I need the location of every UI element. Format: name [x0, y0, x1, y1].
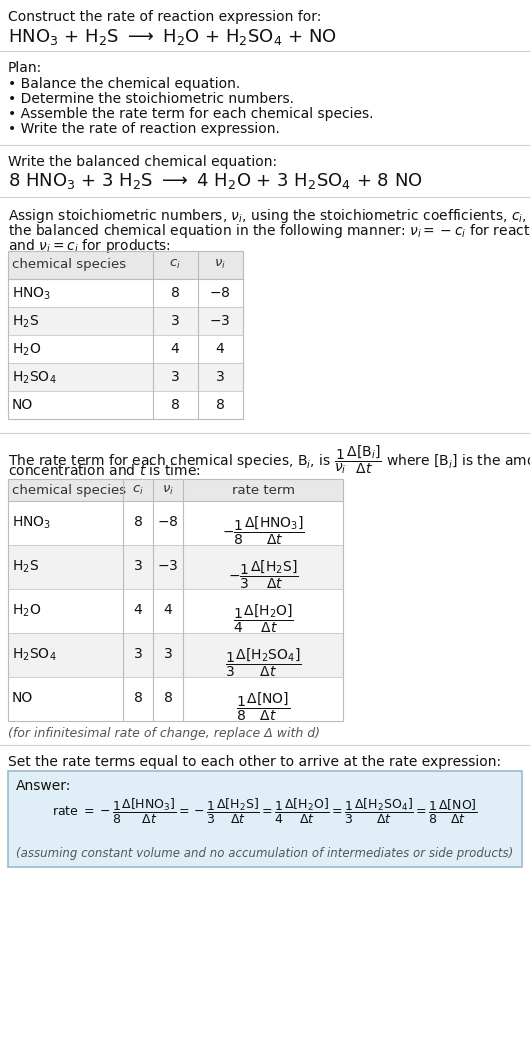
Text: H$_2$S: H$_2$S — [12, 559, 39, 575]
Text: 3: 3 — [134, 559, 143, 573]
Text: Plan:: Plan: — [8, 61, 42, 75]
Text: $-8$: $-8$ — [157, 515, 179, 529]
Text: HNO$_3$ + H$_2$S $\longrightarrow$ H$_2$O + H$_2$SO$_4$ + NO: HNO$_3$ + H$_2$S $\longrightarrow$ H$_2$… — [8, 27, 337, 47]
Bar — [8, 677, 343, 721]
Text: chemical species: chemical species — [12, 484, 126, 497]
Text: rate term: rate term — [232, 484, 295, 497]
Text: $\dfrac{1}{3}\dfrac{\Delta[\mathrm{H_2SO_4}]}{\Delta t}$: $\dfrac{1}{3}\dfrac{\Delta[\mathrm{H_2SO… — [225, 647, 301, 679]
Text: 8: 8 — [171, 286, 180, 300]
Text: rate $= -\dfrac{1}{8}\dfrac{\Delta[\mathrm{HNO_3}]}{\Delta t}= -\dfrac{1}{3}\dfr: rate $= -\dfrac{1}{8}\dfrac{\Delta[\math… — [52, 797, 478, 826]
Text: HNO$_3$: HNO$_3$ — [12, 286, 51, 302]
Text: $\nu_i$: $\nu_i$ — [162, 484, 174, 497]
Text: 8: 8 — [134, 515, 143, 529]
Text: $-3$: $-3$ — [157, 559, 179, 573]
Text: $-3$: $-3$ — [209, 314, 231, 328]
Text: 3: 3 — [171, 314, 179, 328]
Text: 4: 4 — [134, 602, 143, 617]
Text: the balanced chemical equation in the following manner: $\nu_i = -c_i$ for react: the balanced chemical equation in the fo… — [8, 222, 530, 240]
Text: H$_2$S: H$_2$S — [12, 314, 39, 331]
Bar — [8, 479, 343, 501]
Bar — [8, 251, 243, 279]
Text: 8: 8 — [216, 397, 224, 412]
Text: $-\dfrac{1}{8}\dfrac{\Delta[\mathrm{HNO_3}]}{\Delta t}$: $-\dfrac{1}{8}\dfrac{\Delta[\mathrm{HNO_… — [222, 515, 304, 547]
Bar — [8, 391, 243, 419]
Text: HNO$_3$: HNO$_3$ — [12, 515, 51, 531]
Text: and $\nu_i = c_i$ for products:: and $\nu_i = c_i$ for products: — [8, 237, 171, 255]
Text: Answer:: Answer: — [16, 779, 72, 793]
Text: H$_2$SO$_4$: H$_2$SO$_4$ — [12, 647, 57, 663]
Text: Assign stoichiometric numbers, $\nu_i$, using the stoichiometric coefficients, $: Assign stoichiometric numbers, $\nu_i$, … — [8, 207, 530, 225]
Bar — [8, 363, 243, 391]
Text: Write the balanced chemical equation:: Write the balanced chemical equation: — [8, 155, 277, 169]
Text: 8 HNO$_3$ + 3 H$_2$S $\longrightarrow$ 4 H$_2$O + 3 H$_2$SO$_4$ + 8 NO: 8 HNO$_3$ + 3 H$_2$S $\longrightarrow$ 4… — [8, 170, 423, 191]
Text: • Balance the chemical equation.: • Balance the chemical equation. — [8, 77, 240, 91]
Text: 4: 4 — [164, 602, 172, 617]
Bar — [8, 633, 343, 677]
Text: $\dfrac{1}{4}\dfrac{\Delta[\mathrm{H_2O}]}{\Delta t}$: $\dfrac{1}{4}\dfrac{\Delta[\mathrm{H_2O}… — [233, 602, 294, 635]
Text: • Determine the stoichiometric numbers.: • Determine the stoichiometric numbers. — [8, 92, 294, 106]
Text: $c_i$: $c_i$ — [169, 258, 181, 271]
Text: Construct the rate of reaction expression for:: Construct the rate of reaction expressio… — [8, 10, 321, 24]
Text: Set the rate terms equal to each other to arrive at the rate expression:: Set the rate terms equal to each other t… — [8, 755, 501, 769]
Text: H$_2$SO$_4$: H$_2$SO$_4$ — [12, 370, 57, 386]
Bar — [8, 251, 243, 419]
Bar — [8, 501, 343, 545]
Text: NO: NO — [12, 691, 33, 705]
Text: 3: 3 — [171, 370, 179, 384]
Text: 4: 4 — [216, 342, 224, 356]
Text: 8: 8 — [164, 691, 172, 705]
Text: 3: 3 — [134, 647, 143, 661]
Bar — [8, 335, 243, 363]
Text: concentration and $t$ is time:: concentration and $t$ is time: — [8, 463, 201, 478]
Bar — [8, 279, 243, 306]
Text: 3: 3 — [164, 647, 172, 661]
Text: (for infinitesimal rate of change, replace Δ with d): (for infinitesimal rate of change, repla… — [8, 727, 320, 740]
Text: 3: 3 — [216, 370, 224, 384]
Text: $-8$: $-8$ — [209, 286, 231, 300]
Text: 4: 4 — [171, 342, 179, 356]
Text: • Assemble the rate term for each chemical species.: • Assemble the rate term for each chemic… — [8, 107, 374, 121]
Text: NO: NO — [12, 397, 33, 412]
Text: H$_2$O: H$_2$O — [12, 342, 41, 359]
Bar — [8, 479, 343, 721]
Bar — [8, 589, 343, 633]
Text: $\dfrac{1}{8}\dfrac{\Delta[\mathrm{NO}]}{\Delta t}$: $\dfrac{1}{8}\dfrac{\Delta[\mathrm{NO}]}… — [236, 691, 290, 724]
Bar — [8, 771, 522, 867]
Text: $\nu_i$: $\nu_i$ — [214, 258, 226, 271]
Text: H$_2$O: H$_2$O — [12, 602, 41, 619]
Text: The rate term for each chemical species, B$_i$, is $\dfrac{1}{\nu_i}\dfrac{\Delt: The rate term for each chemical species,… — [8, 444, 530, 476]
Bar — [8, 545, 343, 589]
Text: 8: 8 — [171, 397, 180, 412]
Bar — [8, 306, 243, 335]
Text: $-\dfrac{1}{3}\dfrac{\Delta[\mathrm{H_2S}]}{\Delta t}$: $-\dfrac{1}{3}\dfrac{\Delta[\mathrm{H_2S… — [228, 559, 298, 591]
Text: • Write the rate of reaction expression.: • Write the rate of reaction expression. — [8, 122, 280, 136]
Text: chemical species: chemical species — [12, 258, 126, 271]
Text: $c_i$: $c_i$ — [132, 484, 144, 497]
Text: (assuming constant volume and no accumulation of intermediates or side products): (assuming constant volume and no accumul… — [16, 847, 514, 860]
Text: 8: 8 — [134, 691, 143, 705]
